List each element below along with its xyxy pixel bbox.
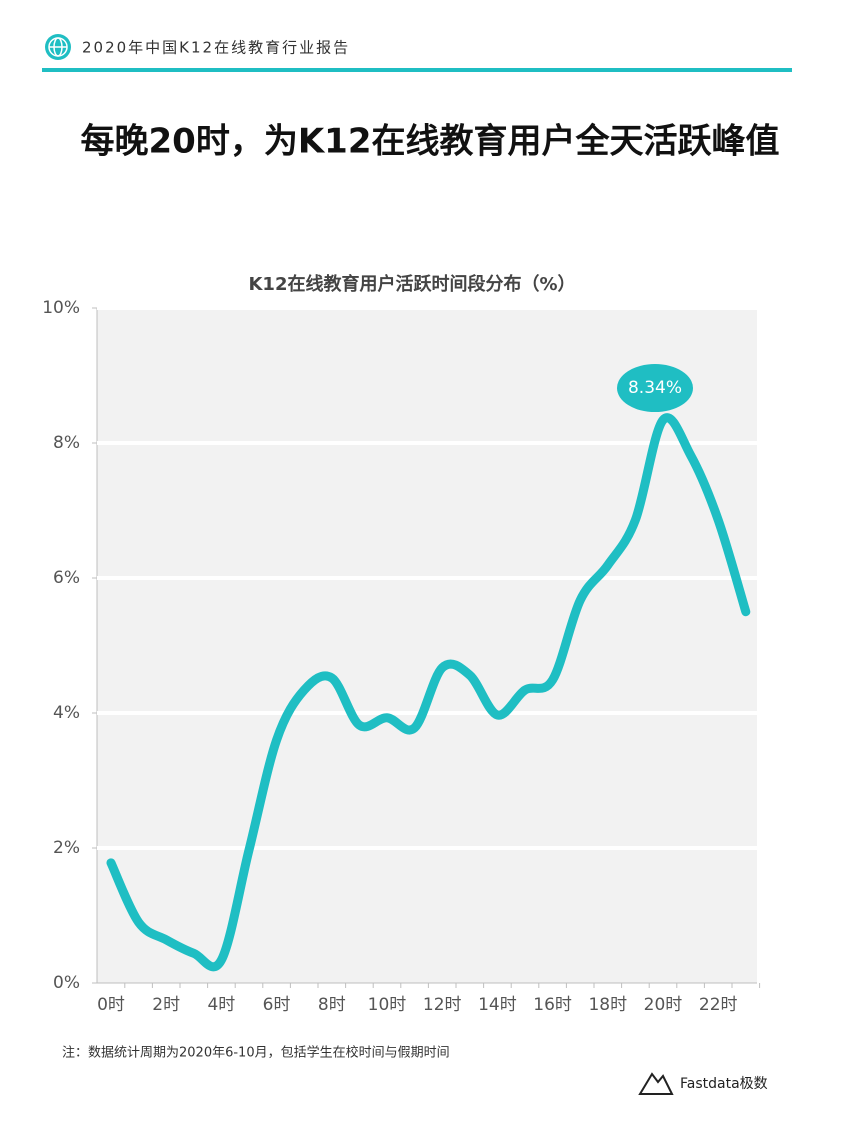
x-tick-label: 10时 bbox=[368, 995, 407, 1015]
x-tick-label: 8时 bbox=[318, 995, 346, 1015]
chart-title: K12在线教育用户活跃时间段分布（%） bbox=[248, 273, 575, 295]
plot-area bbox=[97, 308, 757, 983]
logo bbox=[638, 1072, 674, 1095]
y-tick-label: 0% bbox=[53, 973, 80, 993]
y-tick-label: 10% bbox=[42, 298, 80, 318]
x-tick-label: 0时 bbox=[97, 995, 125, 1015]
x-tick-label: 16时 bbox=[533, 995, 572, 1015]
y-tick-label: 6% bbox=[53, 568, 80, 588]
x-tick-label: 4时 bbox=[207, 995, 235, 1015]
report-name: 2020年中国K12在线教育行业报告 bbox=[82, 39, 350, 57]
x-tick-label: 6时 bbox=[263, 995, 291, 1015]
x-tick-label: 2时 bbox=[152, 995, 180, 1015]
x-tick-label: 18时 bbox=[588, 995, 627, 1015]
y-tick-label: 8% bbox=[53, 433, 80, 453]
x-tick-label: 12时 bbox=[423, 995, 462, 1015]
x-tick-label: 14时 bbox=[478, 995, 517, 1015]
value-label: 8.34% bbox=[628, 378, 682, 398]
x-tick-label: 22时 bbox=[699, 995, 738, 1015]
header-rule bbox=[42, 68, 792, 72]
line bbox=[106, 413, 751, 972]
footnote: 注：数据统计周期为2020年6-10月，包括学生在校时间与假期时间 bbox=[62, 1045, 450, 1061]
x-tick-label: 20时 bbox=[644, 995, 683, 1015]
headline: 每晚20时，为K12在线教育用户全天活跃峰值 bbox=[81, 122, 780, 162]
y-tick-label: 4% bbox=[53, 703, 80, 723]
globe-icon bbox=[45, 34, 71, 60]
label-bubble bbox=[617, 364, 693, 413]
y-tick-label: 2% bbox=[53, 838, 80, 858]
source: Fastdata极数 bbox=[680, 1076, 768, 1092]
